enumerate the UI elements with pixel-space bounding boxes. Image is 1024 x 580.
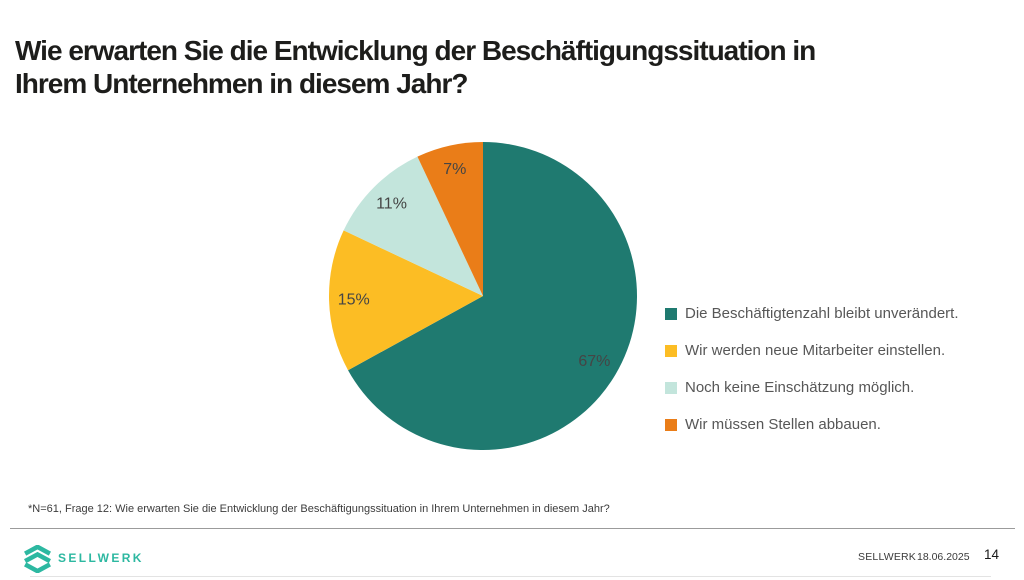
pie-slice-3 [343,156,483,296]
legend-swatch-4 [665,418,677,431]
pie-slice-label-4: 7% [443,161,466,178]
bottom-edge-line [30,576,991,577]
pie-slice-1 [348,142,637,450]
chart-legend: Die Beschäftigtenzahl bleibt unverändert… [665,305,959,454]
legend-swatch-3 [665,381,677,394]
pie-chart: 67% 15% 11% 7% [329,142,637,450]
legend-item-2: Wir werden neue Mitarbeiter einstellen. [665,342,959,359]
legend-swatch-2 [665,344,677,357]
legend-label-3: Noch keine Einschätzung möglich. [685,379,915,396]
page-title: Wie erwarten Sie die Entwicklung der Bes… [15,34,1005,100]
pie-slice-label-2: 15% [338,291,370,308]
page-title-line-1: Wie erwarten Sie die Entwicklung der Bes… [15,34,816,66]
pie-slice-label-1: 67% [578,353,610,370]
page-number: 14 [984,547,1000,562]
footer-date: 18.06.2025 [917,551,970,563]
legend-label-2: Wir werden neue Mitarbeiter einstellen. [685,342,946,359]
footer-company-label: SELLWERK [858,551,917,563]
legend-item-3: Noch keine Einschätzung möglich. [665,379,959,396]
pie-slice-2 [329,230,483,371]
sellwerk-logo-icon [24,545,51,573]
brand-wordmark: SELLWERK [58,551,144,565]
legend-label-4: Wir müssen Stellen abbauen. [685,416,881,433]
footer-divider [10,528,1015,529]
legend-swatch-1 [665,307,677,320]
page-title-line-2: Ihrem Unternehmen in diesem Jahr? [15,67,468,99]
footnote: *N=61, Frage 12: Wie erwarten Sie die En… [28,503,610,515]
legend-item-1: Die Beschäftigtenzahl bleibt unverändert… [665,305,959,322]
legend-label-1: Die Beschäftigtenzahl bleibt unverändert… [685,305,959,322]
pie-slice-4 [417,142,483,296]
legend-item-4: Wir müssen Stellen abbauen. [665,416,959,433]
pie-slice-label-3: 11% [376,196,407,213]
